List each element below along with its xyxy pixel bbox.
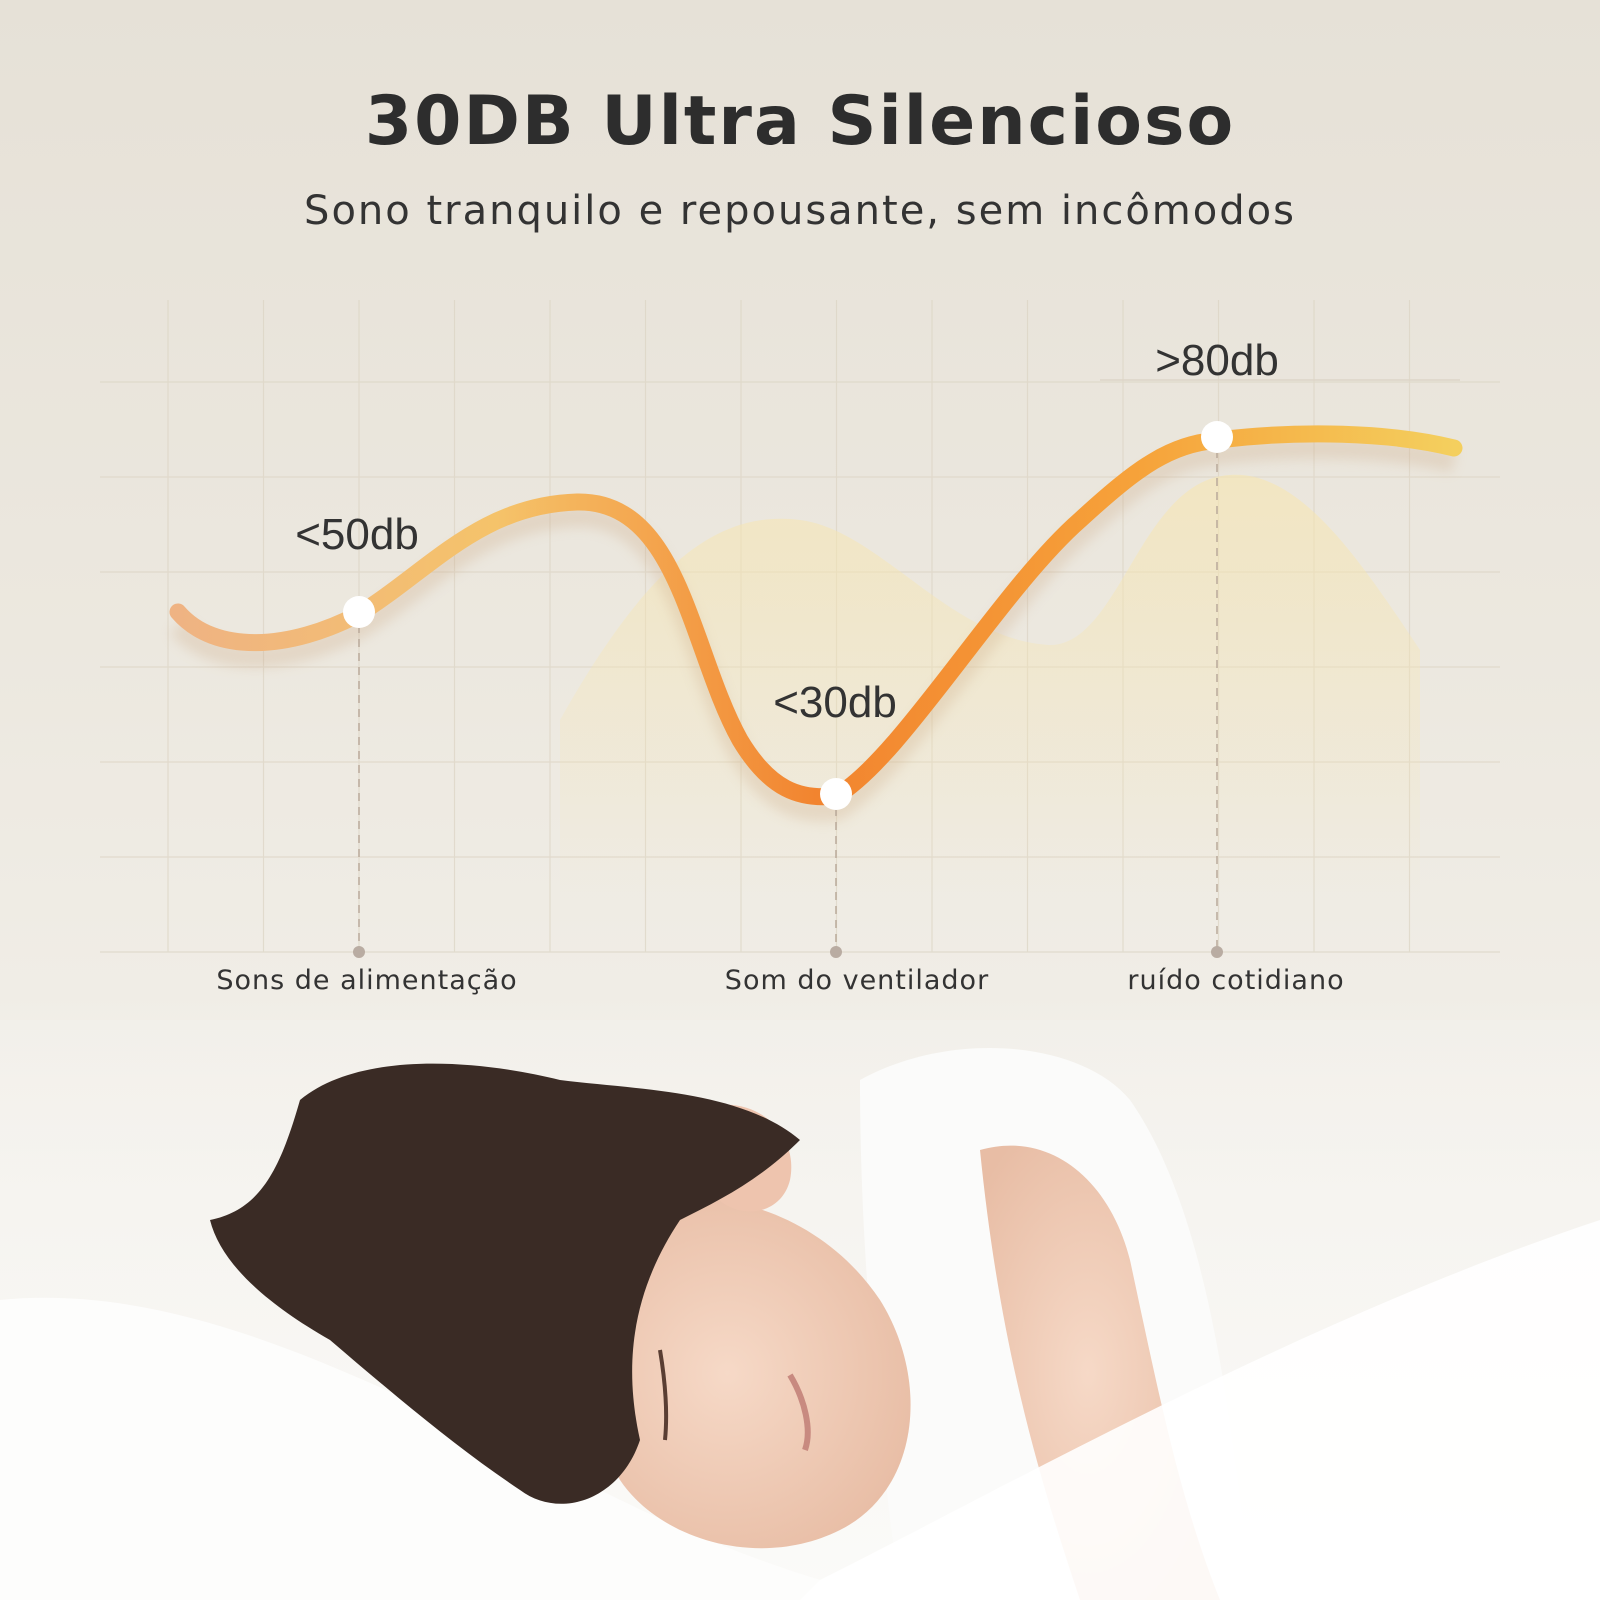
marker-point-1 <box>343 596 375 628</box>
mouth <box>787 1373 811 1451</box>
value-label-3: >80db <box>1155 336 1279 385</box>
sheet-front <box>800 1220 1600 1600</box>
pillow <box>0 1297 900 1600</box>
curve-shadow <box>169 436 1457 822</box>
noise-curve <box>169 425 1463 806</box>
page-subtitle: Sono tranquilo e repousante, sem incômod… <box>304 188 1296 234</box>
value-label-2: <30db <box>773 678 897 727</box>
category-label-1: Sons de alimentação <box>216 965 518 996</box>
hair <box>210 1063 800 1504</box>
axis-dot-2 <box>830 946 842 958</box>
marker-point-2 <box>820 778 852 810</box>
page-title: 30DB Ultra Silencioso <box>364 82 1236 161</box>
sleeping-child-photo <box>0 1020 1600 1600</box>
face <box>578 1198 911 1549</box>
axis-dot-1 <box>353 946 365 958</box>
category-label-3: ruído cotidiano <box>1127 965 1345 996</box>
noise-curve-chart <box>100 300 1500 958</box>
value-label-1: <50db <box>295 510 419 559</box>
background-mountain <box>560 474 1420 900</box>
axis-dot-3 <box>1211 946 1223 958</box>
marker-point-3 <box>1201 421 1233 453</box>
category-label-2: Som do ventilador <box>724 965 990 996</box>
eye-closed <box>658 1349 669 1441</box>
